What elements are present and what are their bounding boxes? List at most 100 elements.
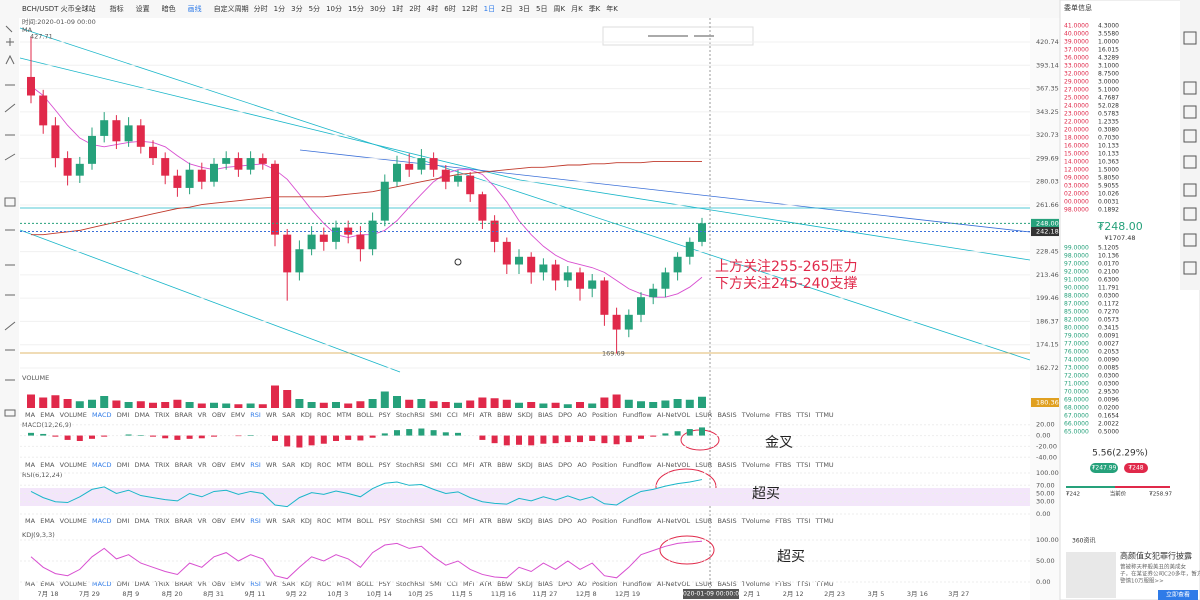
- indicator-tab[interactable]: SAR: [282, 580, 296, 588]
- indicator-tab[interactable]: PSY: [379, 411, 391, 419]
- indicator-tab[interactable]: PSY: [379, 461, 391, 469]
- indicator-tab[interactable]: LSUR: [695, 517, 713, 525]
- indicator-tab[interactable]: BRAR: [175, 580, 193, 588]
- indicator-tab[interactable]: BBW: [497, 461, 513, 469]
- indicator-tab[interactable]: FTBS: [775, 461, 791, 469]
- period[interactable]: 30分: [370, 4, 386, 13]
- custom-period[interactable]: 自定义周期: [214, 4, 249, 13]
- period[interactable]: 月K: [571, 5, 583, 13]
- indicator-tab[interactable]: OBV: [212, 580, 226, 588]
- tool-button[interactable]: 画线: [188, 4, 202, 13]
- indicator-tab[interactable]: RSI: [250, 580, 261, 588]
- indicator-tab[interactable]: MTM: [336, 411, 351, 419]
- sell-button[interactable]: [1124, 463, 1148, 473]
- tool-icons[interactable]: [4, 25, 16, 417]
- indicator-tab[interactable]: CCI: [447, 411, 458, 419]
- indicator-tab[interactable]: DMA: [134, 411, 150, 419]
- indicator-tab[interactable]: MA: [25, 517, 36, 525]
- indicator-tab[interactable]: Position: [592, 580, 617, 588]
- indicator-tab[interactable]: KDJ: [301, 411, 312, 419]
- indicator-tab[interactable]: EMA: [40, 411, 55, 419]
- indicator-tab[interactable]: BASIS: [718, 580, 737, 588]
- indicator-tab[interactable]: BBW: [497, 517, 513, 525]
- indicator-tab[interactable]: MACD: [92, 580, 111, 588]
- news-button-label[interactable]: 立即查看: [1166, 591, 1190, 599]
- indicator-tab[interactable]: KDJ: [301, 461, 312, 469]
- indicator-tab[interactable]: EMV: [231, 580, 246, 588]
- indicator-tab[interactable]: LSUR: [695, 580, 713, 588]
- tool-button[interactable]: 指标: [110, 4, 124, 13]
- period[interactable]: 3日: [519, 5, 530, 13]
- indicator-tab[interactable]: MFI: [463, 461, 474, 469]
- indicator-tab[interactable]: SAR: [282, 517, 296, 525]
- indicator-tab[interactable]: BASIS: [718, 461, 737, 469]
- period[interactable]: 2日: [501, 5, 512, 13]
- indicator-tab[interactable]: MFI: [463, 517, 474, 525]
- indicator-tab[interactable]: Fundflow: [623, 461, 653, 469]
- indicator-tab[interactable]: VR: [198, 411, 207, 419]
- indicator-tab[interactable]: TRIX: [154, 580, 170, 588]
- indicator-tab[interactable]: SAR: [282, 411, 296, 419]
- indicator-tab[interactable]: MFI: [463, 580, 474, 588]
- indicator-tab[interactable]: OBV: [212, 461, 226, 469]
- indicator-tab[interactable]: BBW: [497, 411, 513, 419]
- indicator-tab[interactable]: MTM: [336, 517, 351, 525]
- indicator-tab[interactable]: TVolume: [741, 411, 770, 419]
- indicator-tab[interactable]: ROC: [317, 411, 332, 419]
- indicator-tab[interactable]: VR: [198, 517, 207, 525]
- side-icons[interactable]: [1183, 31, 1197, 275]
- indicator-tab[interactable]: WR: [266, 580, 277, 588]
- indicator-tab[interactable]: PSY: [379, 517, 391, 525]
- indicator-tab[interactable]: LSUR: [695, 461, 713, 469]
- period[interactable]: 年K: [606, 4, 618, 13]
- indicator-tab[interactable]: BASIS: [718, 411, 737, 419]
- indicator-tab[interactable]: BIAS: [538, 411, 553, 419]
- indicator-tab[interactable]: BOLL: [357, 411, 374, 419]
- indicator-tab[interactable]: EMV: [231, 461, 246, 469]
- indicator-tab[interactable]: DPO: [558, 580, 572, 588]
- period[interactable]: 10分: [326, 4, 342, 13]
- indicator-tab[interactable]: ROC: [317, 580, 332, 588]
- indicator-tab[interactable]: PSY: [379, 580, 391, 588]
- indicator-tab[interactable]: Fundflow: [623, 411, 653, 419]
- indicator-tab[interactable]: AO: [577, 411, 586, 419]
- indicator-tab[interactable]: SMI: [430, 461, 442, 469]
- indicator-tab[interactable]: WR: [266, 461, 277, 469]
- indicator-tab[interactable]: EMV: [231, 517, 246, 525]
- indicator-tab[interactable]: SKDJ: [517, 580, 532, 588]
- indicator-tab[interactable]: BOLL: [357, 517, 374, 525]
- indicator-tab[interactable]: EMA: [40, 580, 55, 588]
- indicator-tab[interactable]: BIAS: [538, 461, 553, 469]
- indicator-tab[interactable]: MTM: [336, 461, 351, 469]
- indicator-tab[interactable]: ATR: [480, 411, 493, 419]
- indicator-tab[interactable]: Position: [592, 411, 617, 419]
- indicator-tab[interactable]: VR: [198, 580, 207, 588]
- indicator-tab[interactable]: TVolume: [741, 580, 770, 588]
- tool-button[interactable]: 暗色: [162, 4, 176, 13]
- indicator-tab[interactable]: BRAR: [175, 411, 193, 419]
- indicator-tab[interactable]: TVolume: [741, 461, 770, 469]
- indicator-tab[interactable]: RSI: [250, 411, 261, 419]
- indicator-tab[interactable]: AI-NetVOL: [657, 461, 691, 469]
- indicator-tab[interactable]: SMI: [430, 580, 442, 588]
- indicator-tab[interactable]: DPO: [558, 517, 572, 525]
- indicator-tab[interactable]: OBV: [212, 411, 226, 419]
- indicator-tab[interactable]: EMA: [40, 461, 55, 469]
- indicator-tab[interactable]: TTMU: [815, 580, 834, 588]
- indicator-tab[interactable]: TTSI: [795, 517, 810, 525]
- tool-button[interactable]: 设置: [136, 4, 150, 13]
- indicator-tab[interactable]: SMI: [430, 517, 442, 525]
- indicator-tab[interactable]: AO: [577, 461, 586, 469]
- indicator-tab[interactable]: CCI: [447, 461, 458, 469]
- period[interactable]: 3分: [291, 4, 302, 13]
- indicator-tab[interactable]: MFI: [463, 411, 474, 419]
- indicator-tab[interactable]: DMI: [117, 461, 130, 469]
- indicator-tab[interactable]: TVolume: [741, 517, 770, 525]
- indicator-tab[interactable]: DMI: [117, 580, 130, 588]
- period[interactable]: 6时: [444, 4, 455, 13]
- indicator-tab[interactable]: StochRSI: [396, 411, 425, 419]
- indicator-tab[interactable]: Fundflow: [623, 517, 653, 525]
- symbol[interactable]: BCH/USDT 火币全球站: [22, 4, 96, 13]
- indicator-tab[interactable]: CCI: [447, 580, 458, 588]
- period[interactable]: 1日: [484, 5, 495, 13]
